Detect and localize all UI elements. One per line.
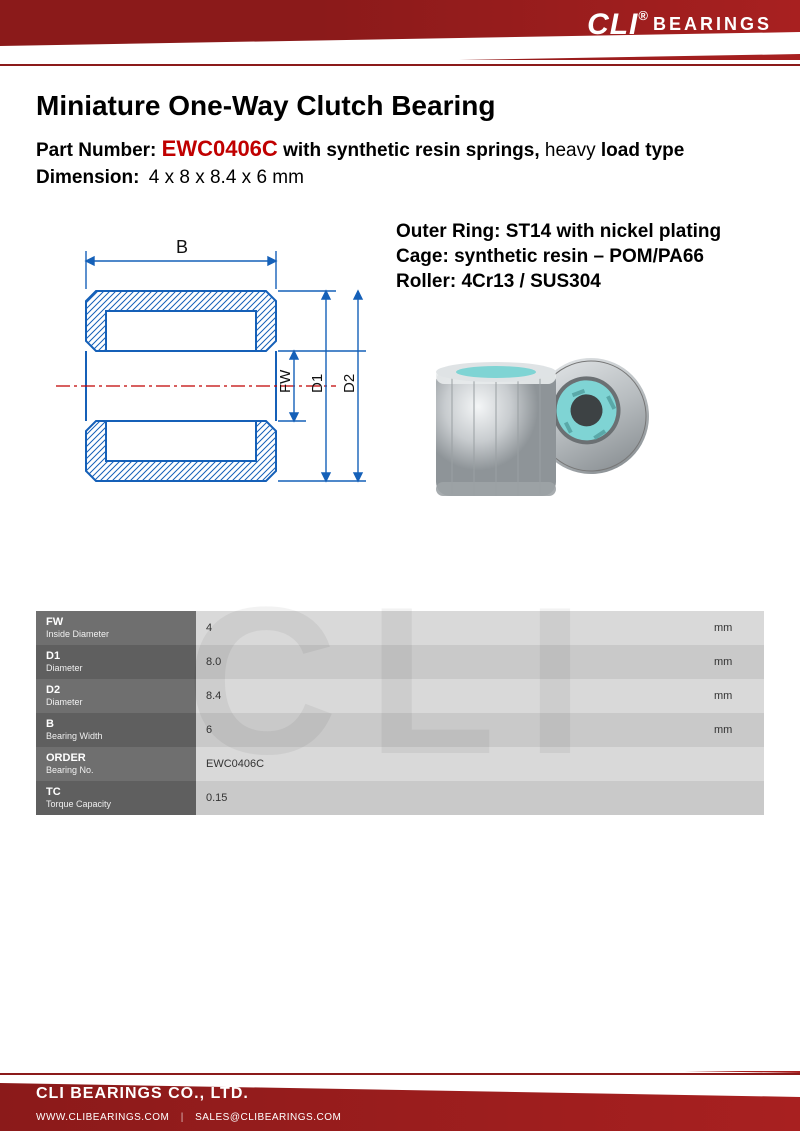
product-photo: [396, 316, 706, 536]
table-row: FWInside Diameter4mm: [36, 611, 764, 645]
table-key: BBearing Width: [36, 713, 196, 747]
mid-row: B FW D1 D2 Outer Ring: ST14 with nickel …: [36, 221, 764, 541]
table-key: D2Diameter: [36, 679, 196, 713]
part-label: Part Number:: [36, 140, 156, 161]
footer-email: SALES@CLIBEARINGS.COM: [195, 1112, 341, 1123]
table-key: ORDERBearing No.: [36, 747, 196, 781]
table-value: 8.0: [196, 645, 704, 679]
spec-table: FWInside Diameter4mmD1Diameter8.0mmD2Dia…: [36, 611, 764, 815]
table-unit: [704, 781, 764, 815]
dim-label: Dimension:: [36, 167, 139, 188]
table-unit: mm: [704, 645, 764, 679]
dim-fw-label: FW: [277, 369, 294, 393]
part-number: EWC0406C: [162, 136, 278, 161]
table-value: 4: [196, 611, 704, 645]
table-unit: mm: [704, 611, 764, 645]
footer-links: WWW.CLIBEARINGS.COM | SALES@CLIBEARINGS.…: [36, 1112, 341, 1123]
table-row: D1Diameter8.0mm: [36, 645, 764, 679]
table-key: D1Diameter: [36, 645, 196, 679]
dim-value: 4 x 8 x 8.4 x 6 mm: [149, 167, 304, 188]
footer-banner: CLI BEARINGS CO., LTD. WWW.CLIBEARINGS.C…: [0, 1071, 800, 1131]
dimension-line: Dimension: 4 x 8 x 8.4 x 6 mm: [36, 167, 764, 189]
content-area: Miniature One-Way Clutch Bearing Part Nu…: [0, 60, 800, 815]
material-specs: Outer Ring: ST14 with nickel plating Cag…: [396, 221, 764, 541]
table-unit: mm: [704, 713, 764, 747]
dim-d2-label: D2: [341, 374, 358, 393]
dim-d1-label: D1: [309, 374, 326, 393]
spec-cage: Cage: synthetic resin – POM/PA66: [396, 246, 764, 268]
spec-roller: Roller: 4Cr13 / SUS304: [396, 271, 764, 293]
technical-drawing: B FW D1 D2: [36, 221, 376, 521]
dim-b-label: B: [176, 237, 188, 257]
header-banner: CLI® BEARINGS: [0, 0, 800, 60]
table-row: TCTorque Capacity0.15: [36, 781, 764, 815]
table-key: FWInside Diameter: [36, 611, 196, 645]
part-desc: with synthetic resin springs,: [283, 140, 540, 161]
brand-reg: ®: [638, 8, 649, 23]
footer-sep: |: [181, 1112, 184, 1123]
brand-suffix: BEARINGS: [653, 14, 772, 34]
brand-logo: CLI® BEARINGS: [587, 8, 772, 42]
table-unit: [704, 747, 764, 781]
table-value: EWC0406C: [196, 747, 704, 781]
table-row: ORDERBearing No.EWC0406C: [36, 747, 764, 781]
table-row: D2Diameter8.4mm: [36, 679, 764, 713]
table-row: BBearing Width6mm: [36, 713, 764, 747]
table-value: 0.15: [196, 781, 704, 815]
spec-outer-ring: Outer Ring: ST14 with nickel plating: [396, 221, 764, 243]
table-key: TCTorque Capacity: [36, 781, 196, 815]
page-title: Miniature One-Way Clutch Bearing: [36, 90, 764, 122]
footer-company: CLI BEARINGS CO., LTD.: [36, 1085, 249, 1103]
part-number-line: Part Number: EWC0406C with synthetic res…: [36, 136, 764, 162]
part-load-rest: load type: [601, 140, 684, 161]
part-load: heavy: [545, 140, 596, 161]
footer-web: WWW.CLIBEARINGS.COM: [36, 1112, 169, 1123]
table-value: 8.4: [196, 679, 704, 713]
table-unit: mm: [704, 679, 764, 713]
table-value: 6: [196, 713, 704, 747]
brand-name: CLI: [587, 8, 638, 41]
